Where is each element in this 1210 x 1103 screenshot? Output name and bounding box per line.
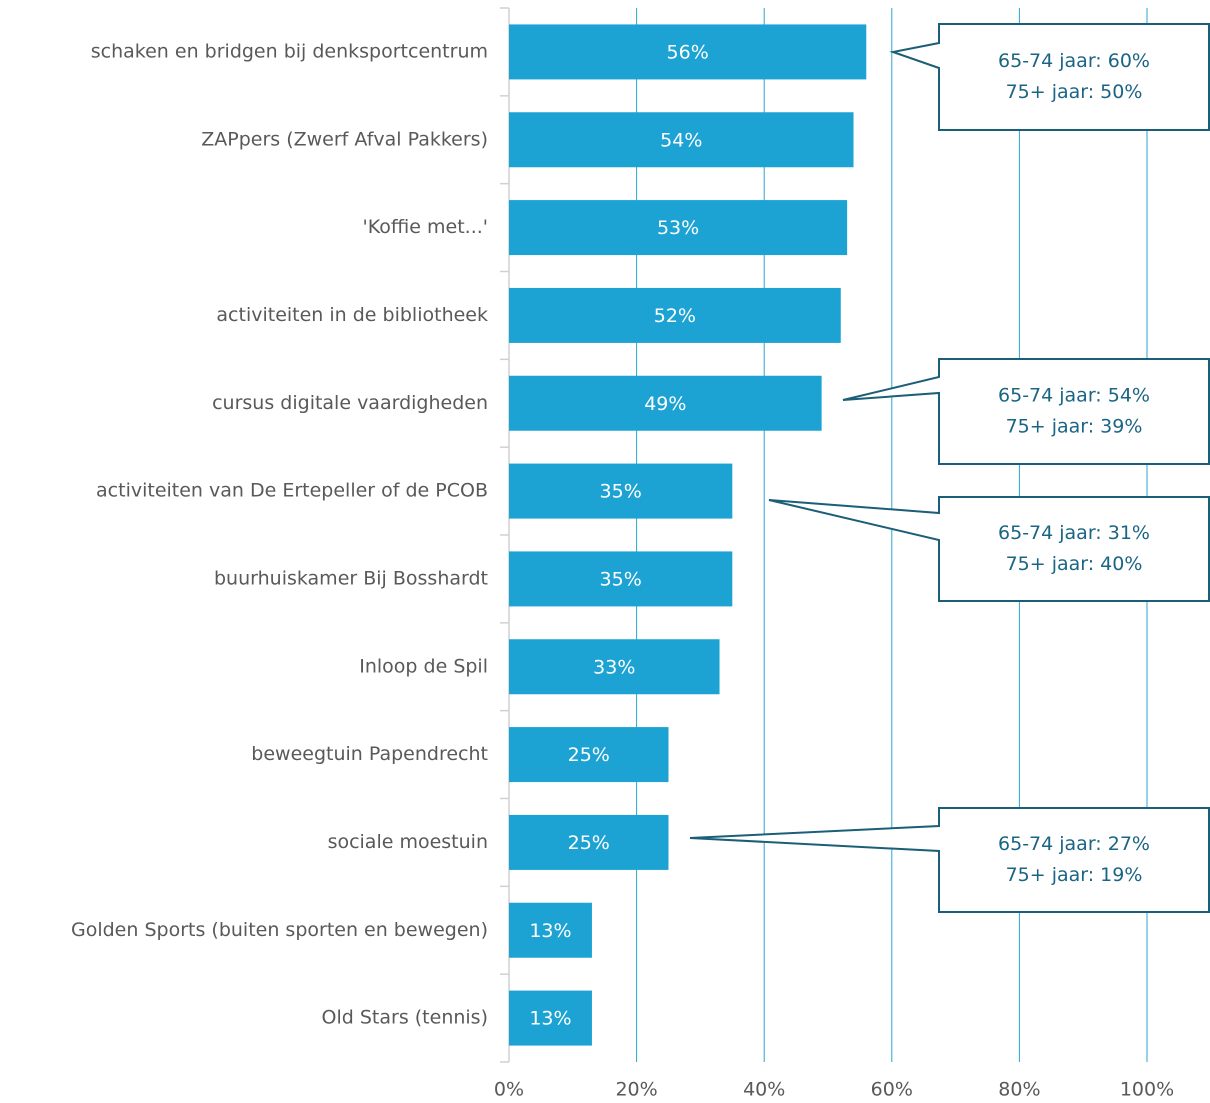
- bar: [509, 375, 822, 431]
- bar-value-label: 13%: [529, 920, 571, 942]
- callout-box: [889, 23, 1210, 131]
- bar: [509, 814, 669, 870]
- bar-value-label: 54%: [660, 129, 702, 151]
- y-tick-label: 'Koffie met...': [363, 216, 488, 238]
- callout-text: 75+ jaar: 19%: [1006, 864, 1143, 886]
- callout-text: 75+ jaar: 50%: [1006, 81, 1143, 103]
- bar-value-label: 25%: [568, 744, 610, 766]
- y-tick-label: activiteiten van De Ertepeller of de PCO…: [96, 480, 488, 502]
- x-tick-label: 80%: [998, 1079, 1040, 1101]
- y-tick-label: beweegtuin Papendrecht: [251, 743, 488, 765]
- bar: [509, 551, 733, 607]
- x-tick-label: 20%: [615, 1079, 657, 1101]
- callout-text: 75+ jaar: 39%: [1006, 416, 1143, 438]
- x-tick-label: 0%: [494, 1079, 524, 1101]
- bar: [509, 727, 669, 783]
- callout-text: 65-74 jaar: 60%: [998, 50, 1150, 72]
- callout-text: 65-74 jaar: 54%: [998, 385, 1150, 407]
- y-tick-label: activiteiten in de bibliotheek: [216, 304, 488, 326]
- bar: [509, 902, 592, 958]
- y-tick-label: Inloop de Spil: [359, 655, 488, 677]
- bar: [509, 112, 854, 168]
- y-tick-label: Golden Sports (buiten sporten en bewegen…: [71, 919, 488, 941]
- bar: [509, 990, 592, 1046]
- y-tick-label: cursus digitale vaardigheden: [212, 392, 488, 414]
- bar: [509, 463, 733, 519]
- bar-value-label: 49%: [644, 393, 686, 415]
- bar: [509, 200, 848, 256]
- bar-value-label: 33%: [593, 656, 635, 678]
- bar-value-label: 56%: [667, 41, 709, 63]
- bar-value-label: 13%: [529, 1008, 571, 1030]
- y-tick-label: ZAPpers (Zwerf Afval Pakkers): [201, 128, 488, 150]
- callout-box: [768, 496, 1210, 602]
- y-tick-label: schaken en bridgen bij denksportcentrum: [91, 40, 488, 62]
- bar: [509, 287, 841, 343]
- bar-value-label: 25%: [568, 832, 610, 854]
- callout-text: 65-74 jaar: 27%: [998, 833, 1150, 855]
- bar-value-label: 53%: [657, 217, 699, 239]
- x-tick-label: 100%: [1120, 1079, 1174, 1101]
- bar: [509, 24, 867, 80]
- y-tick-label: Old Stars (tennis): [322, 1007, 488, 1029]
- bar-value-label: 35%: [600, 481, 642, 503]
- x-tick-label: 60%: [871, 1079, 913, 1101]
- bar-value-label: 35%: [600, 568, 642, 590]
- bar: [509, 639, 720, 695]
- callout-box: [842, 358, 1210, 465]
- x-tick-label: 40%: [743, 1079, 785, 1101]
- callout-text: 65-74 jaar: 31%: [998, 522, 1150, 544]
- callout-box: [689, 807, 1210, 913]
- y-tick-label: sociale moestuin: [328, 831, 488, 853]
- bar-value-label: 52%: [654, 305, 696, 327]
- callout-text: 75+ jaar: 40%: [1006, 553, 1143, 575]
- y-tick-label: buurhuiskamer Bij Bosshardt: [214, 567, 488, 589]
